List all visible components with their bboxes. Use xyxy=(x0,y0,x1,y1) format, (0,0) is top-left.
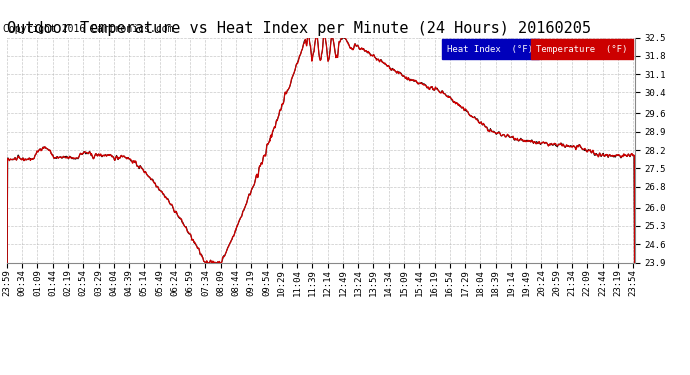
Legend: Heat Index  (°F), Temperature  (°F): Heat Index (°F), Temperature (°F) xyxy=(445,42,630,56)
Text: Copyright 2016 Cartronics.com: Copyright 2016 Cartronics.com xyxy=(3,24,174,34)
Text: Outdoor Temperature vs Heat Index per Minute (24 Hours) 20160205: Outdoor Temperature vs Heat Index per Mi… xyxy=(7,21,591,36)
